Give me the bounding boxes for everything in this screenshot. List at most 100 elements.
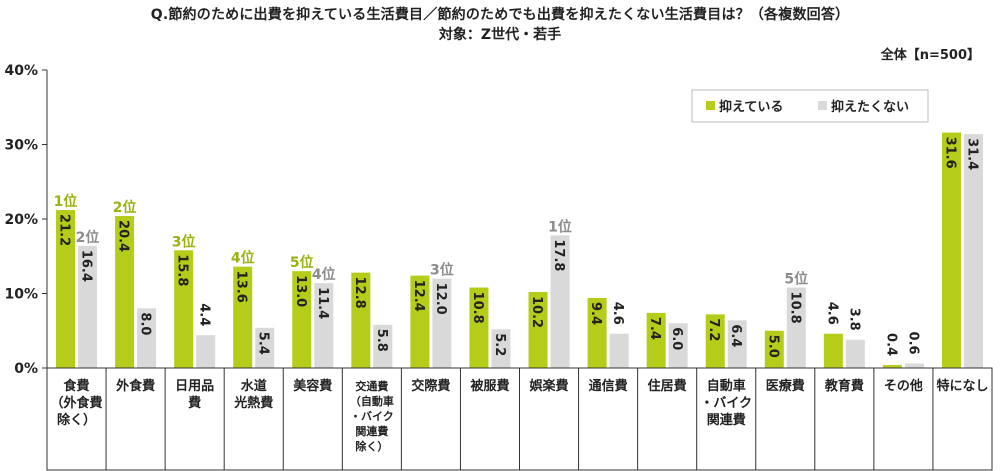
y-tick-label: 0%: [14, 361, 38, 377]
bar-suppress: [587, 297, 607, 368]
category-label: 特になし: [936, 378, 988, 394]
bar-not-suppress: [78, 245, 98, 368]
bar-not-suppress: [196, 335, 216, 368]
bar-not-suppress: [904, 363, 924, 368]
bar-not-suppress: [727, 320, 747, 368]
y-tick-label: 20%: [4, 212, 38, 228]
category-label: 外食費: [115, 378, 155, 394]
bar-suppress: [823, 333, 843, 368]
chart-legend: 抑えている 抑えたくない: [691, 89, 929, 123]
category-label: 関連費: [355, 424, 388, 438]
y-tick-label: 30%: [4, 138, 38, 154]
value-label: 7.4: [647, 317, 662, 340]
value-label: 8.0: [138, 312, 153, 335]
value-label: 13.0: [293, 275, 308, 307]
legend-swatch: [818, 101, 827, 110]
category-label: 美容費: [293, 378, 332, 394]
bar-suppress: [705, 314, 725, 368]
value-label: 4.6: [824, 302, 839, 325]
category-label: 住居費: [648, 378, 687, 394]
bar-not-suppress: [550, 235, 570, 368]
rank-label: 4位: [312, 266, 336, 283]
chart-title: Q.節約のために出費を抑えている生活費目／節約のためでも出費を抑えたくない生活費…: [150, 7, 850, 23]
bar-not-suppress: [668, 323, 688, 368]
value-label: 4.4: [197, 303, 212, 326]
bar-not-suppress: [845, 339, 865, 368]
category-label: 交通費: [355, 379, 388, 393]
category-label: 自動車: [707, 378, 746, 394]
category-label: 医療費: [766, 378, 805, 394]
sample-size-label: 全体【n=500】: [880, 48, 980, 63]
value-label: 7.2: [706, 318, 721, 341]
legend-label: 抑えたくない: [831, 99, 909, 115]
bar-not-suppress: [786, 287, 806, 368]
bar-suppress: [351, 272, 371, 368]
value-label: 10.2: [529, 296, 544, 328]
value-label: 17.8: [551, 239, 566, 271]
chart-subtitle: 対象：Z世代・若手: [438, 27, 562, 43]
value-label: 0.6: [905, 332, 920, 355]
value-label: 31.6: [942, 137, 957, 169]
y-tick-label: 10%: [4, 287, 38, 303]
value-label: 6.4: [728, 324, 743, 347]
bar-suppress: [292, 271, 312, 368]
value-label: 12.0: [433, 283, 448, 315]
chart-bars: 21.2 1位 16.4 2位 20.4 2位 8.0 15.8 3位 4.4 13.6 4位 5.4 1…: [54, 132, 983, 368]
value-label: 12.8: [352, 277, 367, 309]
value-label: 3.8: [846, 308, 861, 331]
legend-box: [691, 89, 929, 123]
bar-suppress: [174, 250, 194, 368]
value-label: 16.4: [79, 250, 94, 282]
value-label: 4.6: [610, 302, 625, 325]
rank-label: 1位: [548, 218, 572, 235]
category-label: 食費: [64, 378, 90, 394]
category-label: 関連費: [707, 412, 746, 428]
category-label: ・バイク: [700, 396, 752, 411]
value-label: 9.4: [588, 302, 603, 325]
category-label: 教育費: [824, 378, 864, 394]
bar-suppress: [410, 275, 430, 368]
rank-label: 3位: [172, 233, 196, 250]
category-label: （外食費: [51, 395, 103, 411]
bar-not-suppress: [373, 324, 393, 368]
value-label: 5.4: [256, 332, 271, 355]
legend-swatch: [706, 101, 715, 110]
value-label: 11.4: [315, 287, 330, 319]
category-label: 日用品: [175, 379, 214, 394]
bar-not-suppress: [609, 333, 629, 368]
bar-not-suppress: [432, 278, 452, 368]
category-label: ・バイク: [350, 410, 394, 423]
rank-label: 2位: [113, 199, 137, 216]
value-label: 21.2: [57, 214, 72, 246]
value-label: 5.8: [374, 329, 389, 352]
value-label: 31.4: [964, 138, 979, 170]
category-label: 光熱費: [233, 395, 273, 411]
bar-not-suppress: [963, 134, 983, 368]
rank-label: 4位: [231, 250, 255, 267]
bar-suppress: [469, 287, 489, 368]
bar-suppress: [941, 132, 961, 368]
bar-suppress: [764, 330, 784, 368]
value-label: 10.8: [470, 292, 485, 324]
rank-label: 3位: [430, 262, 454, 279]
bar-not-suppress: [491, 329, 511, 368]
y-tick-label: 40%: [4, 63, 38, 79]
bar-suppress: [646, 312, 666, 368]
value-label: 0.4: [883, 333, 898, 356]
bar-suppress: [233, 266, 253, 368]
value-label: 15.8: [175, 254, 190, 286]
legend-label: 抑えている: [719, 99, 783, 115]
bar-suppress: [115, 216, 135, 368]
value-label: 13.6: [234, 271, 249, 303]
bar-not-suppress: [255, 327, 275, 368]
rank-label: 5位: [290, 254, 314, 271]
category-label: 費: [188, 395, 201, 411]
category-label: その他: [884, 378, 923, 394]
category-label: 通信費: [589, 378, 628, 394]
value-label: 20.4: [116, 220, 131, 252]
category-label: 除く）: [57, 412, 96, 428]
value-label: 6.0: [669, 327, 684, 350]
category-label: 除く）: [355, 439, 388, 453]
